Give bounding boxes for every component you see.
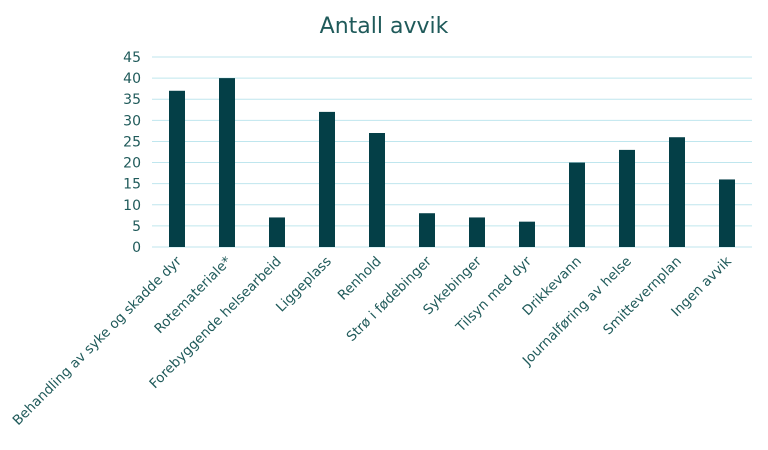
y-tick-label: 5 — [132, 219, 141, 235]
bar — [169, 90, 185, 248]
bar — [269, 217, 285, 247]
y-tick-label: 0 — [132, 240, 141, 256]
bar — [469, 217, 485, 247]
y-tick-label: 20 — [123, 156, 141, 172]
y-tick-label: 15 — [123, 177, 141, 193]
y-tick-label: 25 — [123, 134, 141, 150]
chart-title: Antall avvik — [320, 14, 449, 39]
bar — [719, 179, 735, 247]
x-category-label: Strø i fødebinger — [343, 253, 435, 345]
bar — [669, 137, 685, 247]
bar — [319, 111, 335, 247]
bar — [419, 213, 435, 247]
x-category-label: Behandling av syke og skadde dyr — [10, 253, 186, 429]
bar — [519, 221, 535, 247]
x-axis-labels: Behandling av syke og skadde dyrRotemate… — [10, 253, 735, 429]
gridlines — [152, 56, 752, 248]
y-axis-ticks: 0 5 10 15 20 25 30 35 40 45 — [123, 50, 141, 256]
bar — [569, 162, 585, 247]
bar — [619, 149, 635, 247]
y-tick-label: 45 — [123, 50, 141, 66]
y-tick-label: 30 — [123, 113, 141, 129]
y-tick-label: 35 — [123, 92, 141, 108]
bars — [169, 78, 735, 248]
bar — [219, 78, 235, 247]
bar — [369, 133, 385, 247]
y-tick-label: 40 — [123, 71, 141, 87]
y-tick-label: 10 — [123, 198, 141, 214]
x-category-label: Renhold — [335, 254, 385, 304]
